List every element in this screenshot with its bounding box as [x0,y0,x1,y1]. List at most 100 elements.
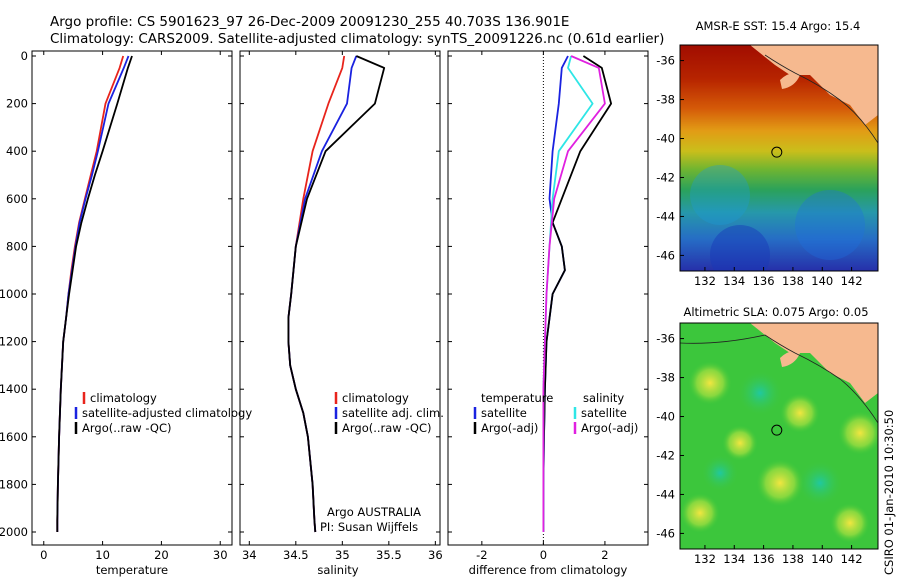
legend-diff-sal-argo: Argo(-adj) [581,421,638,435]
map-x-tick-label: 138 [782,552,804,566]
series-climatology-line [56,55,125,532]
salinity-axes-frame [239,50,441,546]
depth-tick-label: 1000 [0,287,28,301]
map-x-tick-label: 136 [753,552,775,566]
map-y-tick-label: -44 [656,209,675,223]
argo-location-marker [771,146,783,158]
legend-sal-climatology: climatology [342,391,409,405]
salinity-x-ticks: 34 34.5 35 35.5 36 [242,51,443,562]
difference-panel: -2 0 2 difference from climatology tempera… [447,50,649,577]
difference-axes-frame [447,50,649,546]
sla-x-ticks: 132 134 136 138 140 142 [694,545,863,566]
series-argo-adj--line [542,55,606,532]
salinity-panel: 34 34.5 35 35.5 36 salinity climatology sate… [239,50,444,577]
source-note: Argo AUSTRALIA [327,505,421,519]
land-mass [750,323,878,403]
depth-tick-label: 800 [6,239,28,253]
pi-note: PI: Susan Wijffels [320,520,418,534]
depth-tick-label: 1400 [0,382,28,396]
salinity-xlabel: salinity [317,563,358,577]
depth-tick-label: 0 [21,49,28,63]
x-tick-label: 35.5 [376,548,402,562]
kangaroo-island [780,351,800,367]
series-argo-adj--line [542,55,612,532]
series-argo-raw-qc--line [287,55,386,533]
argo-location-marker [771,424,783,436]
map-x-tick-label: 142 [841,274,863,288]
map-y-tick-label: -42 [656,448,675,462]
map-y-tick-label: -36 [656,332,675,346]
depth-tick-label: 600 [6,192,28,206]
depth-tick-label: 400 [6,144,28,158]
legend-sal-head: salinity [583,391,624,405]
sst-map: AMSR-E SST: 15.4 Argo: 15.4 -36 -38 -40 -42… [656,19,879,288]
sla-map-title: Altimetric SLA: 0.075 Argo: 0.05 [683,305,868,319]
legend-diff-sal-satellite: satellite [581,406,627,420]
x-tick-label: 10 [95,548,110,562]
legend-temp-head: temperature [481,391,553,405]
legend-diff-temp-satellite: satellite [481,406,527,420]
series-satellite-adj-clim--line [287,55,358,533]
sst-y-ticks: -36 -38 -40 -42 -44 -46 [656,54,684,262]
x-tick-label: 20 [154,548,169,562]
series-climatology-line [287,55,346,533]
depth-tick-label: 2000 [0,525,28,539]
x-tick-label: 2 [601,548,608,562]
map-x-tick-label: 132 [694,552,716,566]
depth-tick-label: 1600 [0,430,28,444]
header-line-1: Argo profile: CS 5901623_97 26-Dec-2009 … [50,14,569,30]
map-y-tick-label: -40 [656,132,675,146]
map-y-tick-label: -38 [656,93,675,107]
difference-series [542,55,612,532]
map-x-tick-label: 140 [811,552,833,566]
map-x-tick-label: 142 [841,552,863,566]
salinity-legend: climatology satellite adj. clim. Argo(..… [334,391,444,435]
series-argo-raw-qc--line [56,55,133,532]
legend-satellite-adjusted: satellite-adjusted climatology [82,406,252,420]
map-y-tick-label: -40 [656,410,675,424]
sla-y-ticks: -36 -38 -40 -42 -44 -46 [656,332,684,540]
legend-sal-satellite: satellite adj. clim. [342,406,444,420]
difference-x-ticks: -2 0 2 [476,51,609,562]
x-tick-label: 0 [540,548,547,562]
x-tick-label: 0 [40,548,47,562]
salinity-series [287,55,386,533]
map-x-tick-label: 136 [753,274,775,288]
kangaroo-island [780,73,800,89]
legend-climatology: climatology [90,391,157,405]
temperature-series [56,55,133,532]
x-tick-label: 34 [242,548,257,562]
map-y-tick-label: -42 [656,170,675,184]
x-tick-label: -2 [476,548,487,562]
difference-xlabel: difference from climatology [469,563,628,577]
temperature-xlabel: temperature [96,563,168,577]
map-y-tick-label: -46 [656,248,675,262]
map-x-tick-label: 138 [782,274,804,288]
map-y-tick-label: -38 [656,371,675,385]
sla-axes-frame [679,322,879,550]
shelf-contour [680,334,878,424]
x-tick-label: 35 [335,548,350,562]
x-tick-label: 36 [428,548,443,562]
legend-diff-temp-argo: Argo(-adj) [481,421,538,435]
map-y-tick-label: -46 [656,526,675,540]
legend-argo: Argo(..raw -QC) [82,421,172,435]
temperature-legend: climatology satellite-adjusted climatolo… [74,391,252,435]
series-satellite-adjusted-climatology-line [56,55,130,532]
temperature-axes-frame [31,50,233,546]
map-y-tick-label: -36 [656,54,675,68]
sst-map-title: AMSR-E SST: 15.4 Argo: 15.4 [696,19,861,33]
depth-tick-label: 200 [6,97,28,111]
legend-sal-argo: Argo(..raw -QC) [342,421,432,435]
map-x-tick-label: 140 [811,274,833,288]
map-x-tick-label: 134 [723,552,745,566]
timestamp-stamp: CSIRO 01-Jan-2010 10:30:50 [882,410,896,575]
depth-tick-label: 1200 [0,335,28,349]
map-x-tick-label: 132 [694,274,716,288]
temperature-x-ticks: 0 10 20 30 [40,51,228,562]
series-satellite-line [542,55,594,532]
sst-axes-frame [679,44,879,272]
map-y-tick-label: -44 [656,487,675,501]
